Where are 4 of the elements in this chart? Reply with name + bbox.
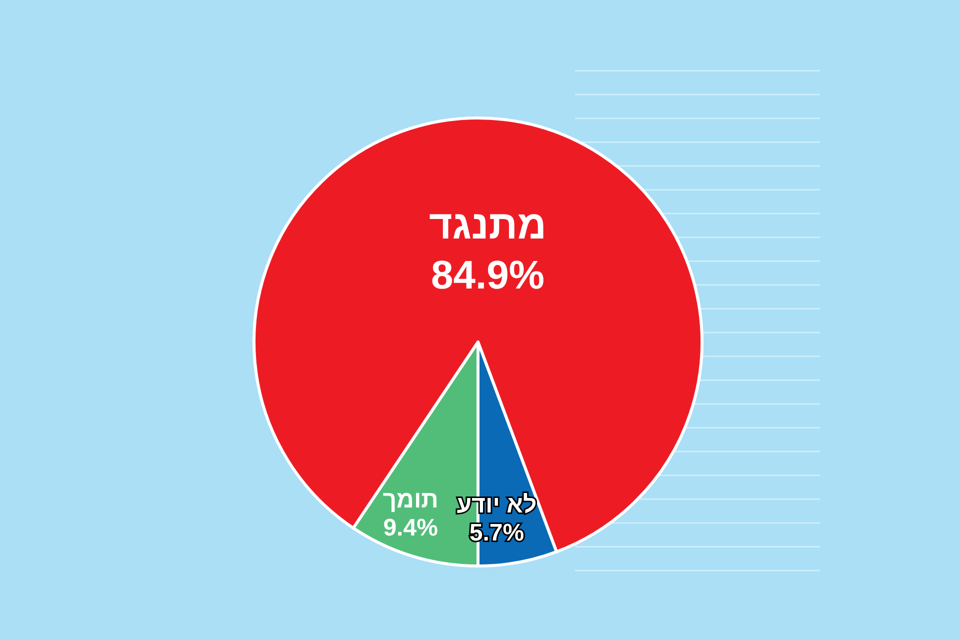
slice-label: תומך	[382, 486, 438, 514]
slice-label: מתנגד	[429, 204, 546, 248]
data-label: 9.4%	[383, 514, 438, 542]
data-label: 84.9%	[431, 254, 544, 298]
